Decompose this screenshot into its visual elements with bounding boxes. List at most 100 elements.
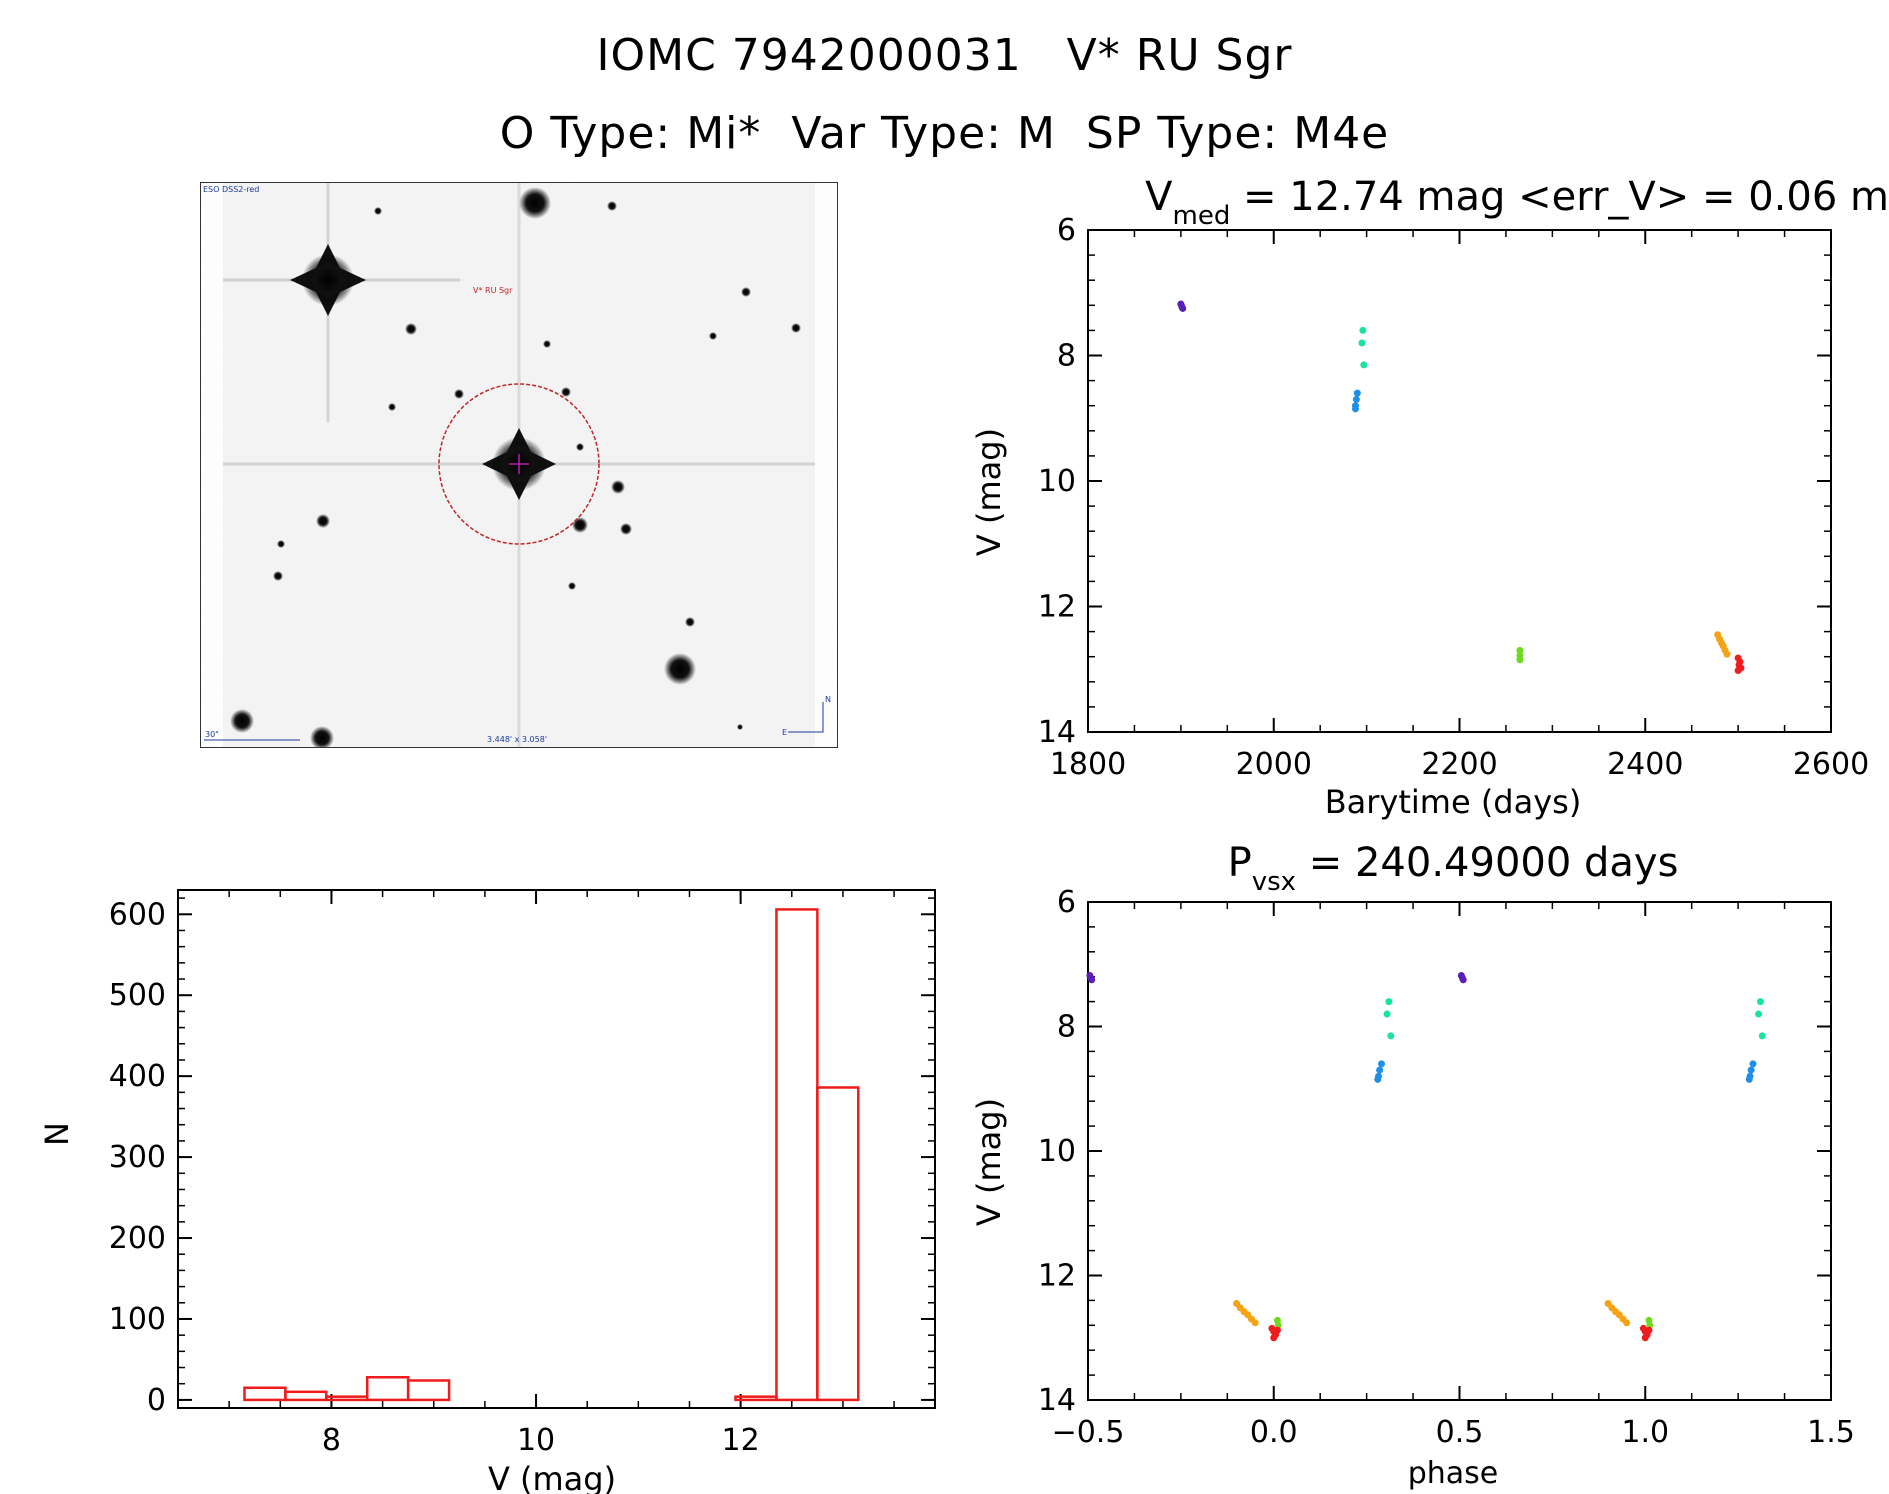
histogram-bar [734, 1395, 778, 1402]
data-point [1358, 339, 1366, 347]
x-axis-label: Barytime (days) [1325, 783, 1582, 821]
star [607, 201, 617, 211]
data-point [1385, 998, 1393, 1006]
data-point [1387, 1032, 1395, 1040]
star [709, 332, 717, 340]
y-axis-label: N [40, 1122, 76, 1146]
star [454, 389, 464, 399]
x-axis-label: V (mag) [488, 1460, 616, 1494]
data-point [1516, 646, 1524, 654]
y-tick-label: 400 [109, 1059, 166, 1094]
title-subscript: med [1173, 201, 1231, 231]
data-point [1516, 656, 1524, 664]
target-aperture-circle [438, 383, 600, 545]
histogram-bar [325, 1395, 369, 1402]
data-point [1623, 1319, 1631, 1327]
data-point [1374, 1075, 1382, 1083]
data-point [1756, 998, 1764, 1006]
y-tick-label: 8 [1057, 339, 1076, 374]
scale-label: 30" [205, 730, 219, 739]
data-point [1758, 1032, 1766, 1040]
data-point [1359, 326, 1367, 334]
title-rest: = 240.49000 days [1296, 840, 1678, 886]
data-point [1376, 1066, 1384, 1074]
y-tick-label: 600 [109, 897, 166, 932]
x-tick-label: 0.0 [1250, 1415, 1298, 1450]
star [572, 517, 588, 533]
data-point [1377, 1060, 1385, 1068]
histogram-bar [366, 1375, 410, 1402]
data-point [1251, 1319, 1259, 1327]
star [388, 403, 396, 411]
data-point [1749, 1060, 1757, 1068]
x-tick-label: 1800 [1050, 747, 1126, 782]
light-curve-title: Vmed = 12.74 mag <err_V> = 0.06 mag [1145, 174, 1889, 231]
phased-light-curve-chart: Pvsx = 240.49000 days −0.5 0.0 0.5 1.0 1.5 6 8… [970, 840, 1855, 1491]
star [374, 207, 382, 215]
compass-arrows [788, 702, 824, 733]
x-tick-label: 10 [517, 1423, 555, 1458]
title-main: P [1228, 840, 1252, 886]
data-point [1383, 1010, 1391, 1018]
data-point [1351, 405, 1359, 413]
sky-image: ESO DSS2-red V* RU Sgr 30" 3.448' x 3.05… [200, 182, 838, 748]
y-tick-label: 12 [1038, 1259, 1076, 1294]
data-point [1270, 1334, 1278, 1342]
plot-frame [1087, 229, 1832, 733]
sky-frame [200, 182, 838, 748]
y-axis-label: V (mag) [970, 1098, 1008, 1226]
bright-star [302, 254, 354, 306]
star [316, 514, 330, 528]
star [405, 323, 417, 335]
star [576, 443, 584, 451]
x-tick-label: 2400 [1607, 747, 1683, 782]
x-tick-label: −0.5 [1052, 1415, 1125, 1450]
data-point [1088, 976, 1096, 984]
y-tick-label: 6 [1057, 213, 1076, 248]
data-point [1353, 389, 1361, 397]
target-label: V* RU Sgr [473, 286, 513, 295]
star [620, 523, 632, 535]
data-point [1641, 1334, 1649, 1342]
data-point [1723, 650, 1731, 658]
x-tick-label: 2200 [1421, 747, 1497, 782]
plot-frame [177, 889, 936, 1409]
star [611, 480, 625, 494]
star [737, 724, 743, 730]
star [230, 709, 254, 733]
compass-east-label: E [782, 728, 787, 737]
star [685, 617, 695, 627]
x-tick-label: 8 [322, 1423, 341, 1458]
histogram-bar [284, 1390, 328, 1402]
object-type-subtitle: O Type: Mi* Var Type: M SP Type: M4e [499, 108, 1390, 159]
x-tick-label: 2000 [1236, 747, 1312, 782]
star [310, 726, 334, 748]
fov-label: 3.448' x 3.058' [487, 735, 547, 744]
star [273, 571, 283, 581]
title-subscript: vsx [1252, 867, 1296, 897]
y-tick-label: 100 [109, 1302, 166, 1337]
histogram-bar [775, 908, 819, 1402]
data-point [1273, 1326, 1281, 1334]
histogram-bar [406, 1379, 451, 1402]
data-point [1745, 1075, 1753, 1083]
data-point [1360, 361, 1368, 369]
y-tick-label: 10 [1038, 1134, 1076, 1169]
data-point [1747, 1066, 1755, 1074]
compass-north-label: N [825, 695, 831, 704]
y-tick-label: 10 [1038, 464, 1076, 499]
y-tick-label: 6 [1057, 885, 1076, 920]
survey-label: ESO DSS2-red [203, 185, 259, 194]
x-tick-label: 2600 [1793, 747, 1869, 782]
star [664, 653, 696, 685]
data-point [1645, 1326, 1653, 1334]
data-point [1459, 976, 1467, 984]
star [568, 582, 576, 590]
y-tick-label: 8 [1057, 1010, 1076, 1045]
data-point [1179, 304, 1187, 312]
star [277, 540, 285, 548]
light-curve-chart: Vmed = 12.74 mag <err_V> = 0.06 mag 1800… [970, 174, 1889, 821]
x-tick-label: 1.5 [1807, 1415, 1855, 1450]
data-point [1755, 1010, 1763, 1018]
histogram-chart: 8 10 12 0 100 200 300 400 500 600 V (mag) N [40, 889, 936, 1494]
